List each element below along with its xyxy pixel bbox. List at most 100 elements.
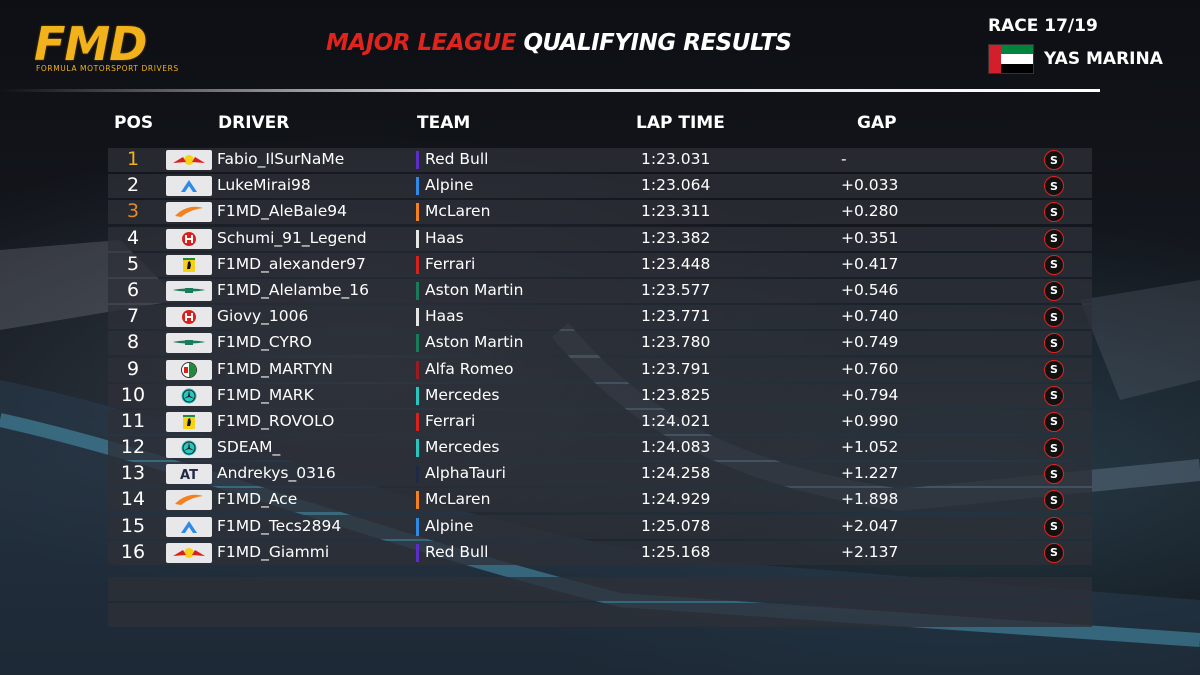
position-number: 15 [120, 514, 146, 537]
status-badge: S [1044, 280, 1064, 301]
team-name: Aston Martin [425, 280, 524, 299]
table-row: 4 Schumi_91_Legend Haas 1:23.382 +0.351 S [108, 226, 1092, 251]
team-color-bar [416, 334, 419, 353]
lap-time: 1:24.083 [641, 438, 711, 457]
team-color-bar [416, 360, 419, 379]
status-badge: S [1044, 254, 1064, 275]
table-row: 15 F1MD_Tecs2894 Alpine 1:25.078 +2.047 S [108, 514, 1092, 539]
driver-name: Giovy_1006 [217, 307, 309, 326]
logo-wordmark: FMD [34, 17, 147, 71]
driver-name: F1MD_MARK [217, 385, 314, 404]
driver-name: F1MD_ROVOLO [217, 411, 335, 430]
lap-time: 1:23.780 [641, 333, 711, 352]
team-color-bar [416, 386, 419, 405]
lap-time: 1:25.168 [641, 542, 711, 561]
status-badge: S [1044, 202, 1064, 223]
position-number: 16 [120, 540, 146, 563]
team-name: Mercedes [425, 438, 500, 457]
gap-value: +2.047 [841, 516, 899, 535]
gap-value: +0.794 [841, 385, 899, 404]
red-bull-icon [166, 150, 212, 170]
team-name: Red Bull [425, 542, 489, 561]
gap-value: +0.749 [841, 333, 899, 352]
ferrari-icon [166, 411, 212, 432]
gap-value: +2.137 [841, 542, 899, 561]
gap-value: - [841, 150, 847, 168]
status-badge: S [1044, 542, 1064, 563]
fmd-logo: FMD FORMULA MOTORSPORT DRIVERS [34, 17, 204, 76]
team-color-bar [416, 255, 419, 274]
position-number: 13 [120, 462, 146, 485]
lap-time: 1:24.929 [641, 490, 711, 509]
team-name: Alpine [425, 516, 474, 535]
team-color-bar [416, 517, 419, 536]
team-color-bar [416, 439, 419, 458]
logo-subtitle: FORMULA MOTORSPORT DRIVERS [36, 64, 179, 73]
team-name: Aston Martin [425, 333, 524, 352]
red-bull-icon [166, 542, 212, 563]
driver-name: Fabio_IlSurNaMe [217, 150, 345, 168]
table-row: 1 Fabio_IlSurNaMe Red Bull 1:23.031 - S [108, 148, 1092, 172]
gap-value: +0.546 [841, 280, 899, 299]
team-color-bar [416, 229, 419, 248]
team-name: McLaren [425, 202, 491, 221]
team-name: AlphaTauri [425, 464, 506, 483]
aston-martin-icon [166, 280, 212, 301]
lap-time: 1:25.078 [641, 516, 711, 535]
team-name: Red Bull [425, 150, 489, 168]
table-row: 9 F1MD_MARTYN Alfa Romeo 1:23.791 +0.760 S [108, 357, 1092, 382]
title-results: QUALIFYING RESULTS [523, 30, 792, 56]
driver-name: F1MD_MARTYN [217, 359, 333, 378]
status-badge: S [1044, 438, 1064, 459]
table-row: 16 F1MD_Giammi Red Bull 1:25.168 +2.137 S [108, 540, 1092, 565]
lap-time: 1:23.791 [641, 359, 711, 378]
alphatauri-icon: AT [166, 464, 212, 485]
lap-time: 1:23.771 [641, 307, 711, 326]
race-number: RACE 17/19 [988, 16, 1098, 36]
race-info: RACE 17/19 YAS MARINA [988, 16, 1188, 74]
gap-value: +1.052 [841, 438, 899, 457]
empty-row [108, 602, 1092, 627]
gap-value: +0.033 [841, 176, 899, 195]
haas-icon [166, 307, 212, 328]
team-color-bar [416, 412, 419, 431]
lap-time: 1:23.825 [641, 385, 711, 404]
position-number: 9 [126, 357, 140, 380]
lap-time: 1:23.382 [641, 228, 711, 247]
header-divider [0, 89, 1100, 92]
status-badge: S [1044, 464, 1064, 485]
gap-value: +0.280 [841, 202, 899, 221]
position-number: 14 [120, 488, 146, 511]
position-number: 1 [126, 148, 140, 170]
alpine-icon [166, 516, 212, 537]
title-league: MAJOR LEAGUE [326, 30, 516, 56]
position-number: 2 [126, 174, 140, 197]
team-name: Alpine [425, 176, 474, 195]
driver-name: SDEAM_ [217, 438, 281, 457]
ferrari-icon [166, 254, 212, 275]
team-name: Alfa Romeo [425, 359, 514, 378]
results-table: 1 Fabio_IlSurNaMe Red Bull 1:23.031 - S 2 LukeM… [108, 148, 1092, 627]
aston-martin-icon [166, 333, 212, 354]
driver-name: F1MD_alexander97 [217, 254, 366, 273]
team-name: Ferrari [425, 411, 476, 430]
team-color-bar [416, 177, 419, 196]
team-name: Haas [425, 307, 464, 326]
header-pos: POS [114, 113, 154, 133]
mclaren-icon [166, 202, 212, 223]
position-number: 5 [126, 252, 140, 275]
venue-name: YAS MARINA [1044, 49, 1163, 69]
driver-name: F1MD_Giammi [217, 542, 330, 561]
mercedes-icon [166, 438, 212, 459]
gap-value: +0.760 [841, 359, 899, 378]
driver-name: F1MD_AleBale94 [217, 202, 347, 221]
svg-text:AT: AT [180, 468, 198, 483]
lap-time: 1:23.311 [641, 202, 711, 221]
status-badge: S [1044, 333, 1064, 354]
status-badge: S [1044, 176, 1064, 197]
team-name: Mercedes [425, 385, 500, 404]
team-name: Haas [425, 228, 464, 247]
status-badge: S [1044, 516, 1064, 537]
alfa-romeo-icon [166, 359, 212, 380]
status-badge: S [1044, 307, 1064, 328]
